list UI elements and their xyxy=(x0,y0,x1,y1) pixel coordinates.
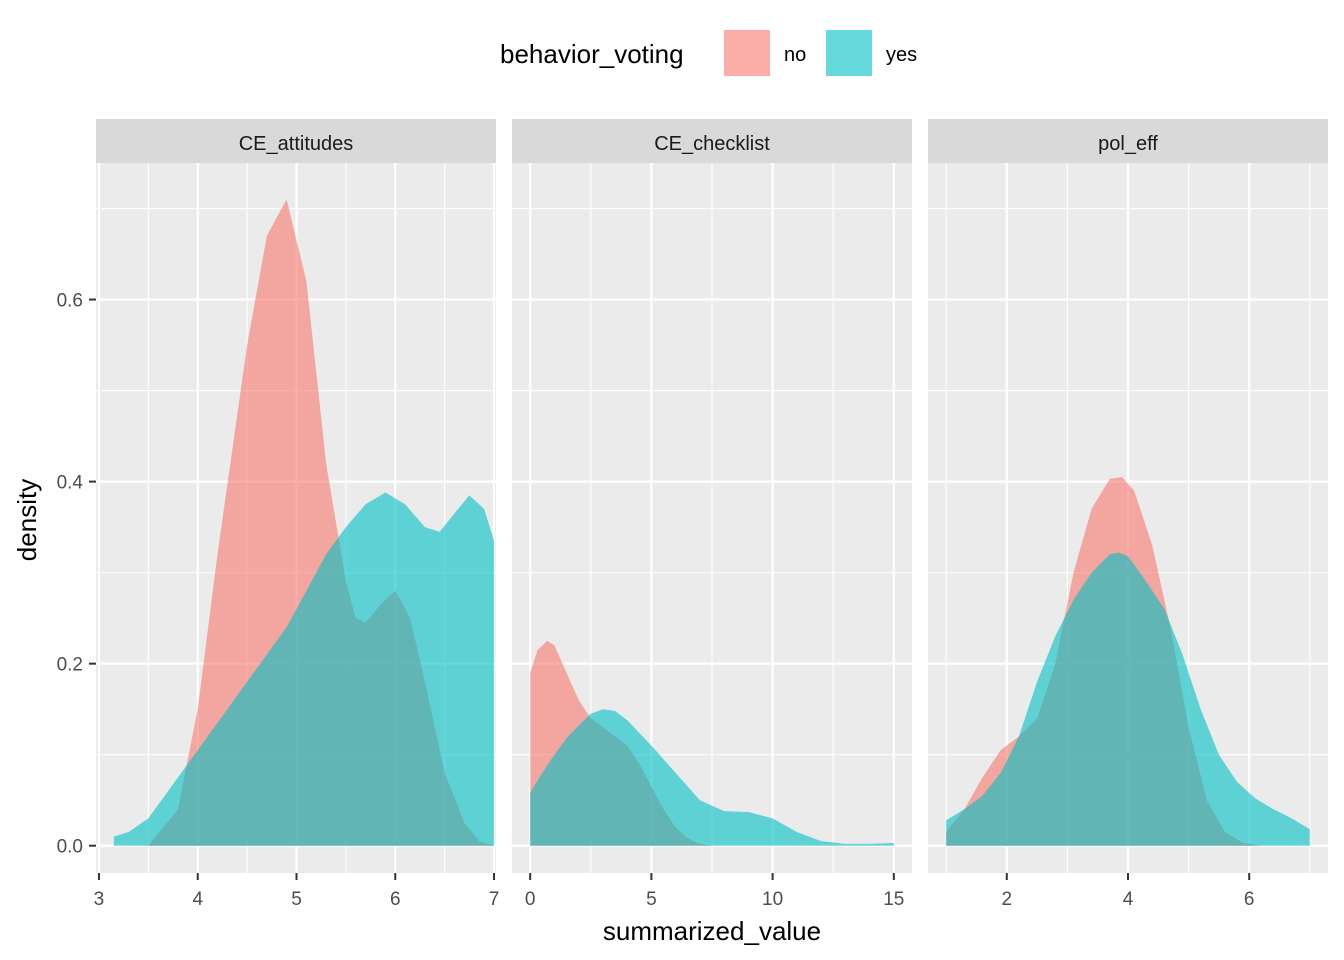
y-axis: 0.0 0.2 0.4 0.6 xyxy=(57,291,96,858)
x-tick-label: 4 xyxy=(192,889,203,910)
facet-strip xyxy=(512,119,912,163)
legend: behavior_voting no yes xyxy=(500,30,917,76)
x-tick-label: 10 xyxy=(762,889,783,910)
x-tick-label: 6 xyxy=(1244,889,1255,910)
panel-pol_eff: pol_eff 2 4 6 xyxy=(928,119,1328,910)
y-tick-label: 0.2 xyxy=(57,655,83,676)
legend-label-yes: yes xyxy=(886,44,917,66)
x-tick-label: 7 xyxy=(489,889,500,910)
x-tick-label: 5 xyxy=(646,889,657,910)
x-tick-label: 0 xyxy=(525,889,536,910)
x-axis-title: summarized_value xyxy=(603,916,821,946)
x-tick-label: 6 xyxy=(390,889,401,910)
legend-swatch-no xyxy=(724,30,770,76)
legend-swatch-yes xyxy=(826,30,872,76)
y-axis-title: density xyxy=(12,479,42,561)
x-tick-label: 4 xyxy=(1123,889,1134,910)
x-tick-label: 5 xyxy=(291,889,302,910)
x-tick-label: 3 xyxy=(94,889,105,910)
facet-strip-label: pol_eff xyxy=(1098,133,1158,155)
legend-label-no: no xyxy=(784,44,806,66)
legend-title: behavior_voting xyxy=(500,39,684,69)
density-area-yes xyxy=(946,552,1310,846)
x-tick-label: 15 xyxy=(883,889,904,910)
panel-CE_checklist: CE_checklist 0 5 10 15 xyxy=(512,119,912,910)
facet-strip xyxy=(928,119,1328,163)
x-tick-label: 2 xyxy=(1001,889,1012,910)
y-tick-label: 0.4 xyxy=(57,473,84,494)
panel-CE_attitudes: CE_attitudes 3 4 5 6 7 xyxy=(94,119,500,910)
y-tick-label: 0.0 xyxy=(57,837,83,858)
facet-strip-label: CE_checklist xyxy=(654,133,770,155)
facet-strip xyxy=(96,119,496,163)
y-tick-label: 0.6 xyxy=(57,291,83,312)
panels: CE_attitudes 3 4 5 6 7 CE_checklist 0 5 10 15 pol_e… xyxy=(94,119,1328,910)
density-area-yes xyxy=(530,709,894,846)
density-area-yes xyxy=(113,492,495,846)
facet-strip-label: CE_attitudes xyxy=(239,133,354,155)
